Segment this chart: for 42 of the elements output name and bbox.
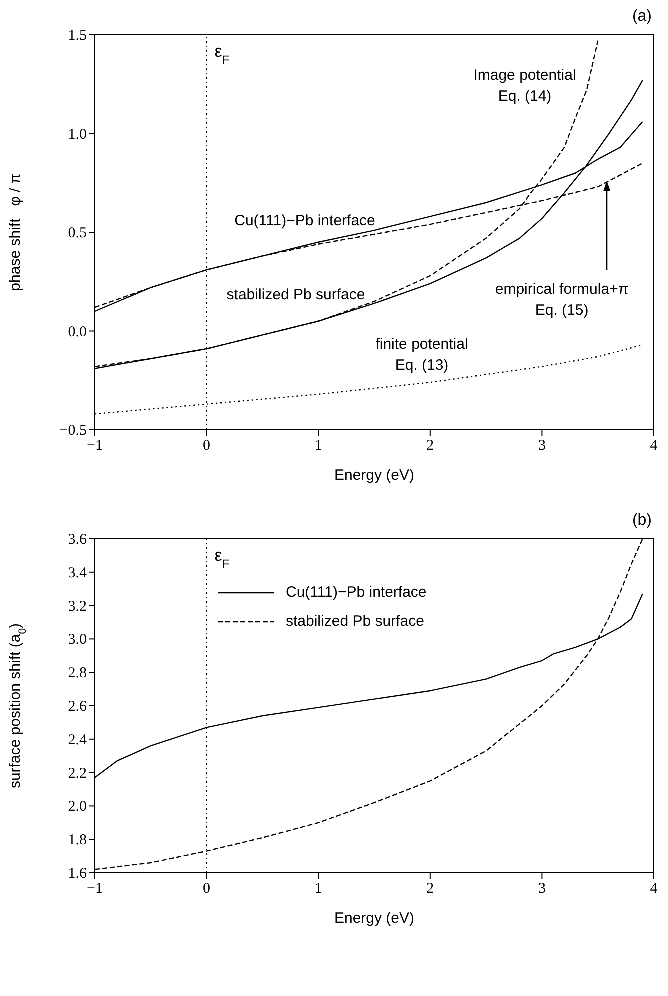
y-tick-label: 0.5 [68, 226, 87, 242]
y-tick-label: 3.2 [68, 598, 87, 615]
annotation: Image potential Eq. (14) [474, 66, 576, 107]
y-tick-label: 3.0 [68, 632, 87, 648]
x-tick-label: 2 [426, 438, 434, 454]
x-tick-label: 0 [203, 881, 211, 897]
x-tick-label: 4 [650, 438, 658, 454]
annotation: finite potential Eq. (13) [376, 335, 468, 376]
y-tick-label: 3.4 [68, 565, 88, 582]
x-tick-label: 0 [203, 438, 211, 454]
x-tick-label: 2 [426, 881, 434, 897]
ref-line-label: ε$_{F}$ [214, 42, 230, 67]
annotation: stabilized Pb surface [226, 286, 366, 306]
chart-title: (b) [632, 512, 652, 529]
x-tick-label: 1 [314, 881, 322, 897]
y-tick-label: 2.8 [68, 666, 87, 682]
y-tick-label: 0.0 [68, 324, 87, 340]
x-axis-title: Energy (eV) [334, 910, 415, 927]
x-tick-label: −1 [87, 881, 103, 897]
legend-label: Cu(111)−Pb interface [286, 584, 427, 601]
x-tick-label: 3 [538, 438, 546, 454]
annotation: empirical formula+π Eq. (15) [495, 281, 629, 320]
legend-label: stabilized Pb surface [286, 613, 424, 630]
y-tick-label: 1.6 [68, 866, 88, 882]
chart-title: (a) [632, 8, 652, 25]
y-tick-label: 1.8 [68, 832, 87, 849]
y-tick-label: 1.0 [68, 126, 87, 143]
x-tick-label: −1 [87, 438, 103, 454]
x-tick-label: 1 [314, 438, 322, 454]
y-tick-label: 2.6 [68, 699, 88, 715]
y-tick-label: 2.4 [68, 732, 88, 748]
y-tick-label: −0.5 [60, 423, 87, 439]
y-tick-label: 3.6 [68, 532, 88, 548]
y-tick-label: 2.0 [68, 799, 87, 816]
x-tick-label: 3 [538, 881, 546, 897]
y-tick-label: 1.5 [68, 28, 87, 44]
annotation: Cu(111)−Pb interface [234, 212, 376, 232]
x-tick-label: 4 [650, 881, 658, 897]
ref-line-label: ε$_{F}$ [214, 546, 230, 571]
y-axis-title: phase shift φ / π [7, 174, 24, 292]
x-axis-title: Energy (eV) [334, 467, 415, 484]
y-tick-label: 2.2 [68, 766, 87, 782]
